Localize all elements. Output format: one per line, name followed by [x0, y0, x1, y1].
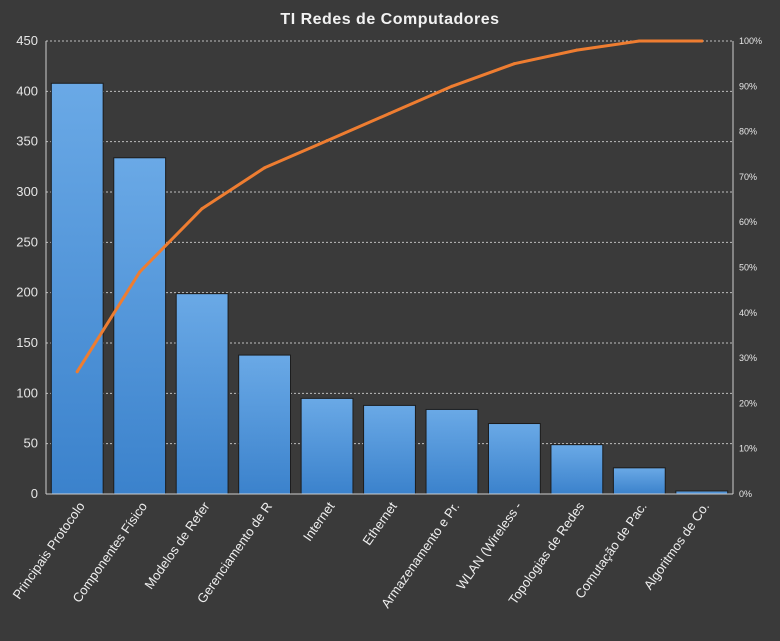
y2-tick-label: 90%: [739, 81, 757, 91]
bar: [175, 293, 229, 495]
y2-tick-label: 70%: [739, 172, 757, 182]
y2-tick-label: 50%: [739, 263, 757, 273]
cumulative-point: [637, 39, 641, 43]
bar: [50, 82, 104, 495]
bar: [113, 157, 167, 495]
cumulative-point: [325, 139, 329, 143]
chart-title: TI Redes de Computadores: [280, 11, 499, 28]
bar: [238, 354, 292, 495]
y2-tick-label: 20%: [739, 398, 757, 408]
y-tick-label: 50: [24, 436, 38, 451]
grid-layer: [46, 40, 733, 445]
bar: [300, 397, 354, 495]
y2-tick-label: 10%: [739, 444, 757, 454]
cumulative-point: [700, 39, 704, 43]
cumulative-point: [388, 111, 391, 115]
y-tick-label: 0: [31, 486, 38, 501]
y2-tick-label: 30%: [739, 353, 757, 363]
y-tick-label: 450: [16, 33, 38, 48]
y-tick-label: 300: [16, 184, 38, 199]
line-layer: [75, 39, 704, 374]
y-tick-label: 200: [16, 285, 38, 300]
y-tick-label: 150: [16, 335, 38, 350]
cumulative-point: [263, 166, 267, 170]
bar: [487, 423, 541, 495]
cumulative-point: [450, 84, 454, 88]
y2-tick-label: 100%: [739, 36, 762, 46]
bar: [612, 467, 666, 495]
bar: [425, 408, 479, 495]
y2-tick-label: 40%: [739, 308, 757, 318]
y-tick-label: 100: [16, 385, 38, 400]
bar-layer: [50, 82, 729, 495]
cumulative-point: [512, 62, 516, 66]
cumulative-point: [138, 270, 142, 274]
cumulative-point: [75, 370, 79, 374]
cumulative-point: [575, 48, 579, 52]
y-tick-label: 400: [16, 83, 38, 98]
y-tick-label: 250: [16, 234, 38, 249]
bar: [550, 444, 604, 495]
y-tick-label: 350: [16, 134, 38, 149]
y2-tick-label: 80%: [739, 127, 757, 137]
cumulative-point: [200, 207, 204, 211]
y2-tick-label: 60%: [739, 217, 757, 227]
y2-tick-label: 0%: [739, 489, 752, 499]
bar: [363, 404, 416, 495]
